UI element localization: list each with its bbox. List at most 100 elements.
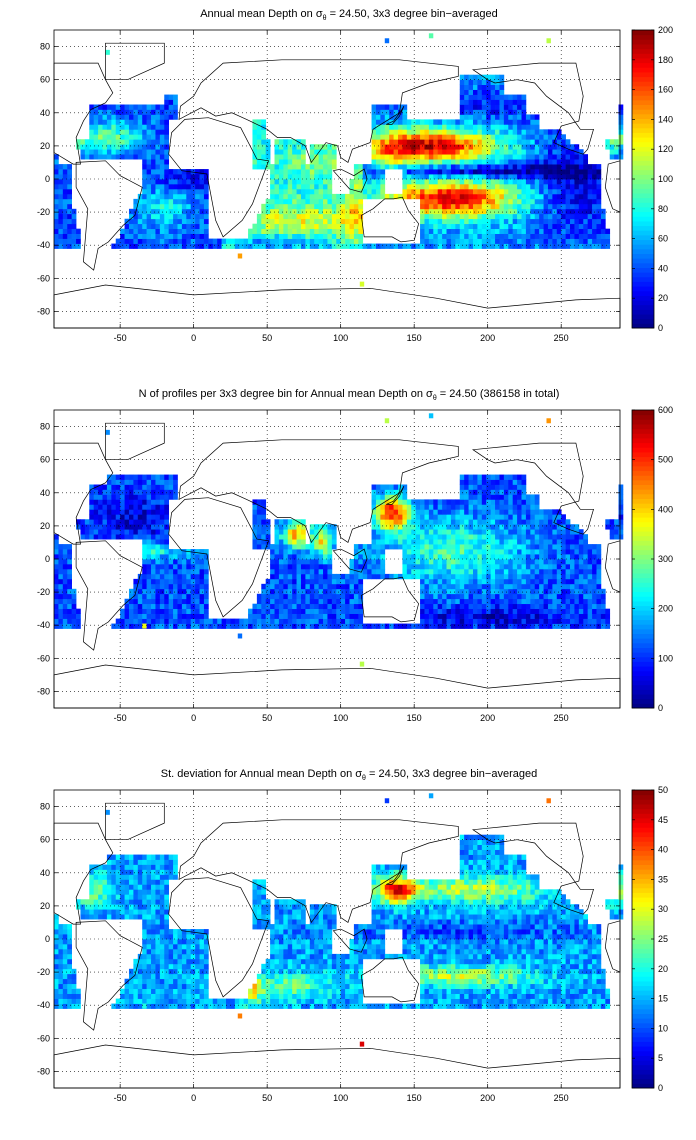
colorbar-segment bbox=[632, 220, 654, 227]
heatmap-cell bbox=[446, 504, 452, 510]
heatmap-cell bbox=[552, 169, 558, 175]
heatmap-cell bbox=[278, 568, 284, 575]
heatmap-cell bbox=[424, 563, 430, 570]
heatmap-cell bbox=[481, 109, 487, 115]
heatmap-cell bbox=[547, 549, 553, 555]
heatmap-cell bbox=[420, 598, 425, 605]
heatmap-cell bbox=[455, 573, 461, 580]
heatmap-cell bbox=[530, 139, 536, 145]
heatmap-cell bbox=[159, 174, 165, 180]
heatmap-cell bbox=[349, 203, 355, 210]
heatmap-cell bbox=[464, 233, 469, 239]
heatmap-cell bbox=[292, 233, 297, 239]
heatmap-cell bbox=[296, 563, 302, 570]
heatmap-cell bbox=[292, 563, 297, 570]
heatmap-cell bbox=[278, 238, 284, 244]
heatmap-cell bbox=[115, 144, 121, 150]
heatmap-cell bbox=[472, 583, 478, 590]
heatmap-cell bbox=[305, 559, 311, 565]
heatmap-cell bbox=[415, 554, 421, 560]
heatmap-cell bbox=[556, 603, 562, 610]
heatmap-cell bbox=[543, 603, 549, 610]
heatmap-cell bbox=[115, 134, 121, 140]
heatmap-cell bbox=[168, 578, 174, 585]
heatmap-cell bbox=[600, 228, 606, 234]
heatmap-cell bbox=[459, 529, 465, 535]
heatmap-cell bbox=[375, 509, 381, 515]
heatmap-cell bbox=[411, 514, 416, 520]
heatmap-cell bbox=[248, 243, 253, 249]
heatmap-cell bbox=[318, 208, 324, 215]
heatmap-cell bbox=[525, 573, 531, 580]
heatmap-cell bbox=[151, 243, 156, 249]
heatmap-cell bbox=[503, 509, 509, 515]
heatmap-cell bbox=[556, 529, 562, 535]
heatmap-cell bbox=[164, 559, 170, 565]
heatmap-cell bbox=[428, 608, 434, 614]
heatmap-cell bbox=[120, 119, 125, 125]
heatmap-cell bbox=[380, 573, 386, 580]
heatmap-cell bbox=[455, 598, 461, 605]
heatmap-cell bbox=[128, 519, 134, 525]
heatmap-cell bbox=[402, 559, 408, 565]
heatmap-cell bbox=[433, 159, 439, 165]
heatmap-cell bbox=[499, 134, 505, 140]
heatmap-cell bbox=[98, 139, 103, 145]
heatmap-cell bbox=[406, 119, 412, 125]
heatmap-cell bbox=[62, 169, 68, 175]
heatmap-cell bbox=[508, 613, 514, 619]
heatmap-cell bbox=[151, 149, 156, 155]
heatmap-cell bbox=[472, 623, 478, 629]
heatmap-cell bbox=[375, 188, 381, 195]
heatmap-cell bbox=[120, 109, 125, 115]
heatmap-cell bbox=[323, 243, 328, 249]
heatmap-cell bbox=[433, 129, 439, 135]
heatmap-cell bbox=[547, 578, 553, 585]
heatmap-cell bbox=[446, 233, 452, 239]
heatmap-cell bbox=[543, 559, 549, 565]
heatmap-cell bbox=[499, 149, 505, 155]
heatmap-cell bbox=[561, 514, 566, 520]
heatmap-cell bbox=[67, 188, 72, 195]
heatmap-cell bbox=[499, 588, 505, 595]
heatmap-cell bbox=[151, 608, 156, 614]
heatmap-cell bbox=[155, 144, 161, 150]
heatmap-cell bbox=[552, 623, 558, 629]
heatmap-cell bbox=[508, 539, 514, 545]
heatmap-cell bbox=[300, 144, 306, 150]
heatmap-cell bbox=[472, 213, 478, 220]
heatmap-cell bbox=[424, 124, 430, 130]
heatmap-cell bbox=[274, 539, 280, 545]
heatmap-cell bbox=[415, 514, 421, 520]
heatmap-cell bbox=[318, 618, 324, 624]
heatmap-cell bbox=[358, 568, 364, 575]
heatmap-cell bbox=[371, 499, 377, 505]
heatmap-cell bbox=[446, 514, 452, 520]
heatmap-cell bbox=[62, 608, 68, 614]
heatmap-cell bbox=[499, 144, 505, 150]
heatmap-cell bbox=[142, 193, 147, 200]
heatmap-cell bbox=[508, 228, 514, 234]
heatmap-cell bbox=[270, 193, 275, 200]
heatmap-cell bbox=[327, 154, 333, 160]
heatmap-cell bbox=[278, 198, 284, 205]
heatmap-cell bbox=[521, 149, 527, 155]
heatmap-cell bbox=[261, 539, 267, 545]
heatmap-cell bbox=[380, 169, 386, 175]
heatmap-cell bbox=[54, 549, 59, 555]
heatmap-cell bbox=[98, 109, 103, 115]
heatmap-cell bbox=[547, 514, 553, 520]
colorbar-segment bbox=[632, 90, 654, 96]
heatmap-cell bbox=[578, 613, 584, 619]
heatmap-cell bbox=[287, 208, 293, 215]
heatmap-cell bbox=[128, 479, 134, 485]
heatmap-cell bbox=[151, 124, 156, 130]
heatmap-cell bbox=[261, 159, 267, 165]
heatmap-cell bbox=[256, 124, 262, 130]
heatmap-cell bbox=[305, 623, 311, 629]
heatmap-cell bbox=[477, 563, 483, 570]
heatmap-cell bbox=[433, 188, 439, 195]
chart-title: Annual mean Depth on σθ = 24.50, 3x3 deg… bbox=[200, 8, 498, 22]
heatmap-cell bbox=[296, 213, 302, 220]
heatmap-cell bbox=[468, 549, 474, 555]
